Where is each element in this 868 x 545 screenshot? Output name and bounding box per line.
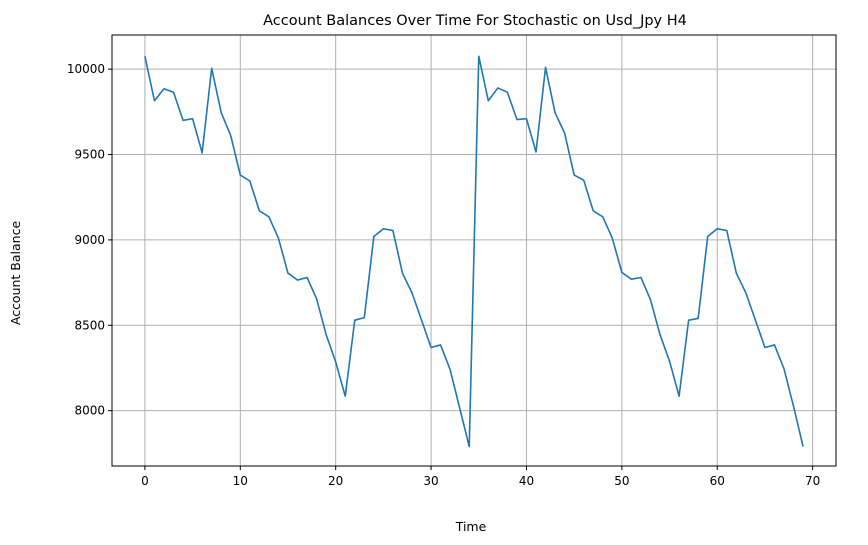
x-tick-label: 70	[805, 474, 820, 488]
y-tick-label: 8500	[74, 318, 105, 332]
x-tick-label: 20	[328, 474, 343, 488]
y-gridlines	[112, 68, 836, 412]
y-axis-label: Account Balance	[8, 221, 23, 326]
x-tick-label: 10	[233, 474, 248, 488]
x-tick-label: 40	[519, 474, 534, 488]
x-tick-label: 0	[141, 474, 149, 488]
x-axis-label: Time	[455, 519, 487, 534]
x-tick-label: 60	[710, 474, 725, 488]
y-tick-label: 9000	[74, 233, 105, 247]
y-axis-ticks: 8000 8500 9000 9500 10000	[67, 62, 112, 418]
x-gridlines	[144, 35, 814, 466]
y-tick-label: 10000	[67, 62, 105, 76]
series-line-account-balance	[144, 55, 804, 448]
x-tick-label: 30	[423, 474, 438, 488]
y-tick-label: 8000	[74, 404, 105, 418]
x-tick-label: 50	[614, 474, 629, 488]
x-axis-ticks: 0 10 20 30 40 50 60 70	[141, 466, 820, 488]
chart-title: Account Balances Over Time For Stochasti…	[263, 13, 687, 29]
plot-frame	[111, 34, 837, 467]
y-tick-label: 9500	[74, 148, 105, 162]
